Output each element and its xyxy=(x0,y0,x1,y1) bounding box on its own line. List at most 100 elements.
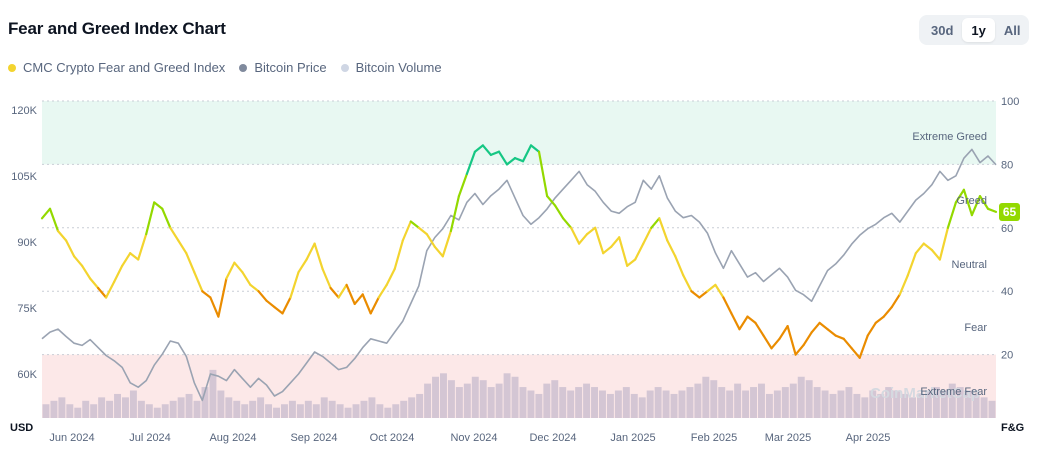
fear-greed-segment xyxy=(361,293,372,315)
fear-greed-segment xyxy=(161,207,172,229)
fear-greed-segment xyxy=(690,290,701,299)
volume-bar xyxy=(535,393,543,418)
zone-band xyxy=(42,101,996,165)
fear-greed-segment xyxy=(802,331,813,347)
fear-greed-segment xyxy=(233,261,244,274)
fear-greed-segment xyxy=(946,201,958,229)
zone-label: Greed xyxy=(956,195,987,207)
fear-greed-segment xyxy=(88,277,100,290)
fear-greed-segment xyxy=(241,271,252,286)
fear-greed-segment xyxy=(385,267,396,286)
volume-bar xyxy=(201,387,209,418)
volume-bar xyxy=(551,380,559,418)
right-tick-label: 80 xyxy=(1001,159,1013,171)
fear-greed-segment xyxy=(281,296,292,315)
volume-bar xyxy=(956,387,964,418)
volume-bar xyxy=(177,397,185,418)
fear-greed-segment xyxy=(786,325,797,356)
volume-bar xyxy=(813,387,821,418)
fear-greed-segment xyxy=(433,245,444,258)
volume-bar xyxy=(924,390,932,418)
fear-greed-segment xyxy=(762,334,773,350)
fear-greed-segment xyxy=(674,255,685,277)
volume-bar xyxy=(527,390,535,418)
volume-bar xyxy=(670,393,678,418)
fear-greed-segment xyxy=(337,283,348,299)
fear-greed-segment xyxy=(714,283,725,299)
volume-bar xyxy=(257,397,265,418)
fear-greed-segment xyxy=(521,144,533,163)
current-value-badge xyxy=(999,202,1020,221)
volume-bar xyxy=(281,404,288,418)
fear-greed-segment xyxy=(978,195,990,210)
volume-bar xyxy=(344,407,352,418)
fear-greed-segment xyxy=(193,271,204,293)
fear-greed-segment xyxy=(569,226,581,245)
volume-bar xyxy=(988,400,996,418)
fear-greed-segment xyxy=(882,306,893,318)
fear-greed-segment xyxy=(209,296,220,318)
x-tick-label: Aug 2024 xyxy=(209,432,256,444)
volume-bar xyxy=(145,404,153,418)
legend-dot-icon xyxy=(239,63,248,72)
fear-greed-segment xyxy=(826,328,837,337)
x-tick-label: Jul 2024 xyxy=(129,432,171,444)
volume-bar xyxy=(869,390,877,418)
x-tick-label: Feb 2025 xyxy=(691,432,737,444)
fear-greed-segment xyxy=(898,274,909,296)
fear-greed-segment xyxy=(561,217,573,229)
volume-bar xyxy=(161,404,169,418)
fear-greed-segment xyxy=(890,293,901,309)
volume-bar xyxy=(583,383,591,418)
fear-greed-segment xyxy=(457,172,468,198)
fear-greed-segment xyxy=(778,325,789,340)
volume-bar xyxy=(392,404,400,418)
fear-greed-segment xyxy=(497,150,509,166)
volume-bar xyxy=(622,387,630,418)
volume-bar xyxy=(821,390,829,418)
fear-greed-segment xyxy=(153,201,164,210)
x-tick-label: Sep 2024 xyxy=(290,432,337,444)
volume-bar xyxy=(471,376,479,418)
fear-greed-segment xyxy=(610,236,621,248)
volume-bar xyxy=(360,400,368,418)
volume-bar xyxy=(50,400,58,418)
right-tick-label: 20 xyxy=(1001,350,1013,362)
fear-greed-segment xyxy=(666,239,677,258)
volume-bar xyxy=(368,397,376,418)
fear-greed-segment xyxy=(850,347,861,359)
volume-bar xyxy=(193,400,201,418)
fear-greed-segment xyxy=(954,188,966,204)
x-tick-label: Jan 2025 xyxy=(610,432,655,444)
volume-bar xyxy=(797,376,805,418)
fear-greed-segment xyxy=(104,280,116,299)
fear-greed-segment xyxy=(297,258,308,274)
volume-bar xyxy=(265,404,273,418)
left-tick-label: 105K xyxy=(11,171,37,183)
volume-bar xyxy=(686,387,694,418)
fear-greed-segment xyxy=(658,217,669,242)
legend-item-fear-greed[interactable]: CMC Crypto Fear and Greed Index xyxy=(8,60,225,75)
range-1y-button[interactable]: 1y xyxy=(962,18,995,42)
fear-greed-segment xyxy=(537,150,549,198)
fear-greed-segment xyxy=(754,321,765,337)
range-all-button[interactable]: All xyxy=(995,18,1030,42)
volume-bar xyxy=(853,393,861,418)
fear-greed-segment xyxy=(866,321,877,337)
legend-item-bitcoin-price[interactable]: Bitcoin Price xyxy=(239,60,327,75)
volume-bar xyxy=(455,387,463,418)
volume-bar xyxy=(710,380,718,418)
range-30d-button[interactable]: 30d xyxy=(922,18,962,42)
fear-greed-segment xyxy=(265,299,276,309)
right-tick-label: 60 xyxy=(1001,223,1013,235)
fear-greed-segment xyxy=(48,207,60,233)
fear-greed-segment xyxy=(401,220,412,242)
legend-item-bitcoin-volume[interactable]: Bitcoin Volume xyxy=(340,60,442,75)
fear-greed-segment xyxy=(585,226,597,236)
fear-greed-segment xyxy=(417,226,428,236)
volume-bar xyxy=(82,400,90,418)
fear-greed-segment xyxy=(770,337,781,350)
fear-greed-segment xyxy=(393,239,404,271)
fear-greed-segment xyxy=(377,283,388,299)
